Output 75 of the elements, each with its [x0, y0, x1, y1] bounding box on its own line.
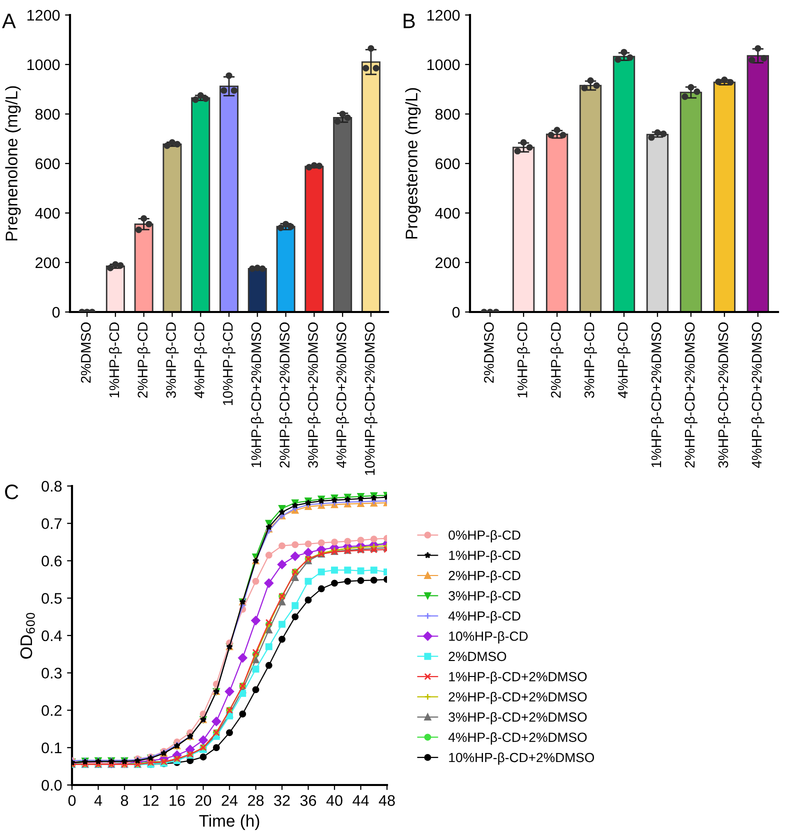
x-tick-label: 32 [274, 795, 290, 806]
x-tick-label: 2%HP-β-CD+2%DMSO [279, 322, 292, 468]
y-tick-label: 0.8 [42, 480, 62, 492]
y-axis-title: Pregnenolone (mg/L) [5, 86, 21, 240]
x-tick-label: 2%HP-β-CD [550, 322, 564, 398]
legend-label: 1%HP-β-CD+2%DMSO [449, 672, 587, 684]
text: A [2, 14, 16, 28]
y-tick-label: 1000 [427, 59, 460, 70]
legend-label: 2%HP-β-CD+2%DMSO [448, 692, 587, 704]
x-tick-label: 2%HP-β-CD [137, 322, 150, 398]
x-tick-label: 2%DMSO [484, 322, 494, 383]
y-tick-label: 200 [436, 257, 460, 268]
y-tick-label: 0.5 [42, 592, 62, 604]
x-tick-label: 36 [300, 795, 316, 806]
x-tick-label: 1%HP-β-CD+2%DMSO [250, 322, 264, 468]
x-tick-label: 1%HP-β-CD+2%DMSO [651, 322, 664, 468]
y-tick-label: 600 [436, 158, 460, 170]
y-tick-label: 1200 [427, 10, 460, 21]
legend-label: 2%HP-β-CD [448, 570, 520, 583]
x-tick-label: 4%HP-β-CD+2%DMSO [751, 322, 764, 468]
legend-label: 4%HP-β-CD [448, 610, 520, 624]
x-axis-title: Time (h) [199, 814, 260, 830]
x-tick-label: 0 [68, 795, 76, 806]
y-tick-label: 200 [36, 257, 60, 268]
x-tick-label: 3%HP-β-CD+2%DMSO [718, 322, 731, 468]
y-tick-label: 400 [435, 208, 460, 219]
x-tick-label: 4 [94, 795, 102, 806]
x-tick-label: 4%HP-β-CD [618, 322, 630, 398]
y-tick-label: 0.3 [42, 668, 62, 679]
x-tick-label: 8 [120, 795, 128, 806]
x-tick-label: 10%HP-β-CD [222, 322, 236, 406]
y-tick-label: 0.2 [42, 705, 62, 716]
text: C [5, 484, 18, 500]
x-tick-label: 3%HP-β-CD [584, 322, 597, 398]
x-tick-label: 48 [378, 795, 395, 806]
x-tick-label: 44 [352, 795, 369, 806]
y-tick-label: 0.0 [42, 780, 62, 791]
legend-label: 1%HP-β-CD [449, 550, 520, 563]
x-tick-label: 24 [222, 795, 238, 806]
x-tick-label: 2%DMSO [80, 322, 91, 383]
y-tick-label: 0.4 [42, 630, 62, 642]
x-tick-label: 2%HP-β-CD+2%DMSO [684, 322, 698, 468]
x-tick-label: 4%HP-β-CD [194, 322, 208, 398]
x-tick-label: 1%HP-β-CD [108, 322, 122, 398]
y-tick-label: 400 [35, 208, 60, 219]
y-tick-label: 800 [35, 108, 60, 120]
y-tick-label: 600 [36, 158, 60, 170]
x-tick-label: 3%HP-β-CD [166, 322, 179, 398]
x-tick-label: 12 [143, 795, 158, 806]
x-tick-label: 28 [248, 795, 264, 806]
y-tick-label: 1000 [27, 59, 60, 70]
legend-label: 3%HP-β-CD+2%DMSO [448, 712, 587, 724]
x-tick-label: 10%HP-β-CD+2%DMSO [364, 322, 378, 475]
y-tick-label: 0.6 [42, 556, 62, 566]
legend-label: 10%HP-β-CD [449, 631, 528, 644]
x-tick-label: 1%HP-β-CD [517, 322, 530, 398]
legend-label: 4%HP-β-CD+2%DMSO [448, 732, 587, 745]
y-tick-label: 0.7 [42, 518, 62, 530]
x-tick-label: 3%HP-β-CD+2%DMSO [308, 322, 321, 468]
y-tick-label: 0 [452, 306, 460, 318]
y-tick-label: 0.1 [42, 742, 62, 754]
x-tick-label: 16 [170, 795, 185, 806]
legend-label: 2%DMSO [448, 652, 506, 662]
legend-label: 3%HP-β-CD [448, 590, 520, 604]
legend-label: 10%HP-β-CD+2%DMSO [449, 752, 594, 765]
y-tick-label: 0 [52, 306, 60, 318]
y-axis-title: Progesterone (mg/L) [405, 88, 421, 239]
x-tick-label: 20 [196, 795, 212, 806]
legend-label: 0%HP-β-CD [448, 530, 520, 542]
y-axis-title: OD$_{600}$ [20, 612, 35, 659]
text: B [404, 14, 415, 28]
y-tick-label: 800 [435, 108, 460, 120]
x-tick-label: 4%HP-β-CD+2%DMSO [336, 322, 350, 468]
y-tick-label: 1200 [27, 10, 60, 21]
x-tick-label: 40 [326, 795, 342, 806]
